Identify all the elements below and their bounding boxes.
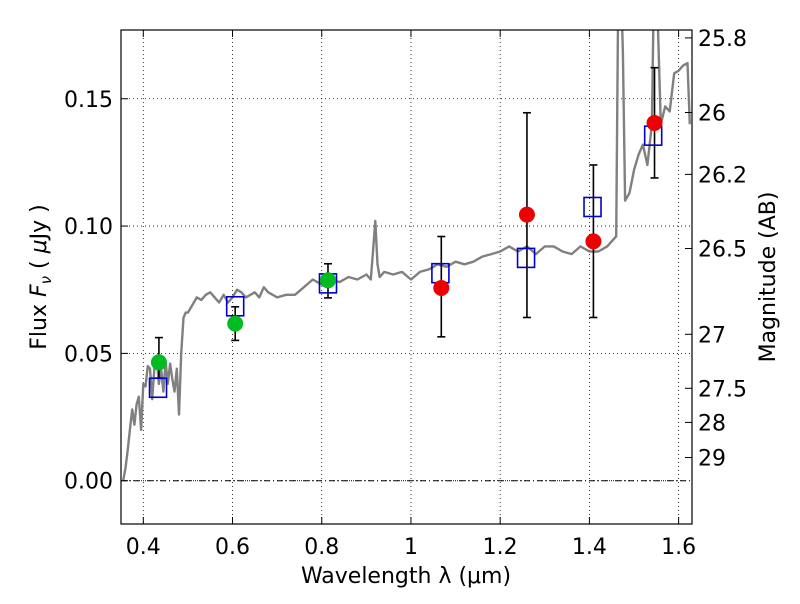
green-data-point bbox=[319, 272, 336, 289]
red-data-point bbox=[433, 279, 450, 296]
model-square-marker bbox=[516, 247, 536, 269]
axis-ticks bbox=[121, 30, 692, 524]
x-tick-label: 0.6 bbox=[215, 535, 250, 560]
model-square-marker bbox=[148, 377, 168, 399]
y2-tick-label: 27 bbox=[698, 323, 726, 348]
y2-tick-label: 25.8 bbox=[698, 27, 747, 52]
x-tick-label: 1.4 bbox=[572, 535, 607, 560]
y2-tick-label: 28 bbox=[698, 411, 726, 436]
y2-tick-label: 29 bbox=[698, 447, 726, 472]
y-axis-label: Flux Fν ( μJy ) bbox=[27, 204, 55, 349]
model-sed-line bbox=[122, 30, 691, 481]
red-data-point bbox=[646, 114, 663, 131]
x-axis-label: Wavelength λ (μm) bbox=[301, 564, 511, 589]
green-data-point bbox=[150, 354, 167, 371]
tick-labels: 0.4 0.6 0.8 1 1.2 1.4 1.6 0.00 0.05 0.10 0.15 25.8 2… bbox=[64, 27, 747, 560]
plot-area bbox=[122, 30, 691, 481]
x-tick-label: 0.4 bbox=[126, 535, 161, 560]
y-tick-label: 0.05 bbox=[64, 342, 113, 367]
x-tick-label: 1 bbox=[404, 535, 418, 560]
y2-tick-label: 26.2 bbox=[698, 163, 747, 188]
x-tick-label: 0.8 bbox=[304, 535, 339, 560]
green-data-point bbox=[227, 315, 244, 332]
red-data-point bbox=[585, 233, 602, 250]
x-tick-label: 1.2 bbox=[483, 535, 518, 560]
y2-tick-label: 26 bbox=[698, 102, 726, 127]
y-tick-label: 0.00 bbox=[64, 470, 113, 495]
y2-tick-label: 26.5 bbox=[698, 237, 747, 262]
error-bars bbox=[154, 66, 659, 379]
red-data-point bbox=[518, 206, 535, 223]
x-tick-label: 1.6 bbox=[661, 535, 696, 560]
y2-tick-label: 27.5 bbox=[698, 377, 747, 402]
model-square-marker bbox=[583, 196, 602, 218]
right-axis-label: Magnitude (AB) bbox=[756, 192, 781, 363]
y-tick-label: 0.10 bbox=[64, 215, 113, 240]
data-markers bbox=[148, 114, 663, 399]
y-tick-label: 0.15 bbox=[64, 88, 113, 113]
plot-frame bbox=[120, 29, 693, 525]
